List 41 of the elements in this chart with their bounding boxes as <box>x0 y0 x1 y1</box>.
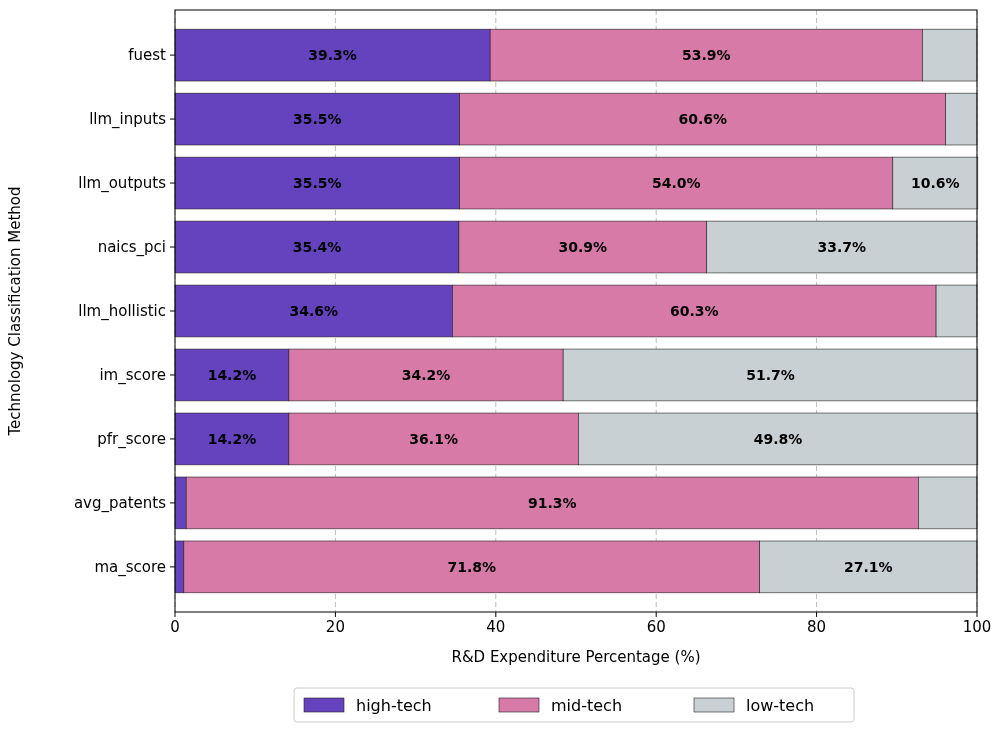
y-axis-title: Technology Classification Method <box>6 186 24 437</box>
legend-label: high-tech <box>356 695 432 715</box>
x-tick-label: 0 <box>170 618 180 636</box>
data-label: 30.9% <box>558 238 608 255</box>
x-axis-title: R&D Expenditure Percentage (%) <box>451 648 701 666</box>
data-label: 60.3% <box>670 302 719 319</box>
y-tick-label: im_score <box>99 366 166 386</box>
data-label: 36.1% <box>409 430 458 447</box>
data-label: 35.5% <box>293 174 342 191</box>
data-label: 14.2% <box>207 430 257 447</box>
data-label: 34.6% <box>289 302 339 319</box>
data-label: 54.0% <box>651 174 701 191</box>
y-tick-label: avg_patents <box>73 494 167 514</box>
y-tick-label: pfr_score <box>97 430 166 450</box>
y-tick-label: fuest <box>128 46 167 65</box>
y-tick-label: llm_outputs <box>78 174 167 194</box>
x-tick-label: 20 <box>325 618 345 636</box>
x-tick-label: 60 <box>646 618 666 636</box>
data-label: 71.8% <box>447 558 497 575</box>
data-label: 49.8% <box>753 430 803 447</box>
data-label: 91.3% <box>528 494 577 511</box>
legend-label: mid-tech <box>551 695 623 715</box>
y-tick-label: llm_inputs <box>89 110 167 130</box>
y-tick-label: ma_score <box>94 558 166 578</box>
data-label: 10.6% <box>911 174 960 191</box>
data-label: 33.7% <box>817 238 867 255</box>
data-label: 51.7% <box>746 366 795 383</box>
data-label: 53.9% <box>682 47 731 63</box>
x-tick-label: 100 <box>962 618 992 636</box>
data-label: 14.2% <box>207 366 257 383</box>
y-tick-label: naics_pci <box>97 238 166 258</box>
data-label: 27.1% <box>844 558 893 575</box>
x-tick-label: 40 <box>486 618 506 636</box>
data-label: 60.6% <box>678 110 728 127</box>
data-label: 39.3% <box>308 47 357 63</box>
data-label: 34.2% <box>401 366 451 383</box>
y-tick-label: llm_hollistic <box>78 302 166 322</box>
x-tick-label: 80 <box>807 618 827 636</box>
data-label: 35.5% <box>293 110 342 127</box>
legend-label: low-tech <box>746 695 815 715</box>
data-label: 35.4% <box>292 238 342 255</box>
